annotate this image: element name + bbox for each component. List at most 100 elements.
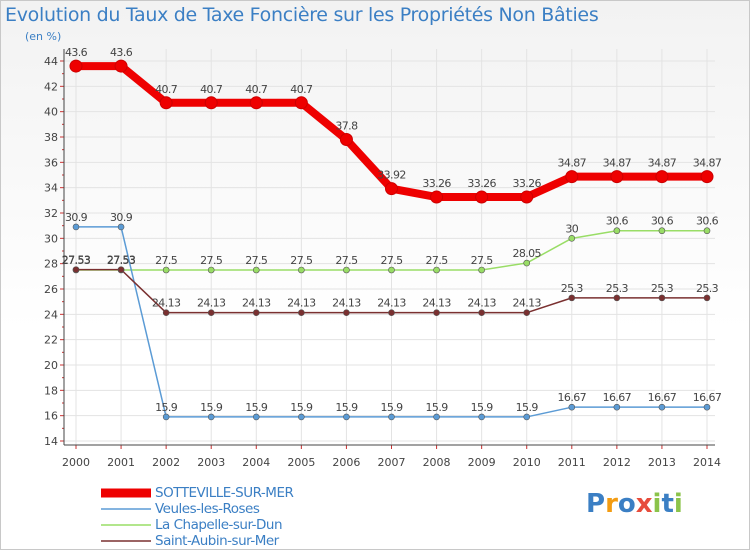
legend-label-veules: Veules-les-Roses <box>155 501 260 517</box>
x-tick-label: 2012 <box>603 456 631 469</box>
data-label: 30.6 <box>696 215 719 228</box>
data-label: 33.26 <box>512 177 541 190</box>
data-point <box>252 309 260 316</box>
x-tick-label: 2003 <box>197 456 225 469</box>
data-label: 34.87 <box>558 157 587 170</box>
y-tick-label: 18 <box>44 384 58 397</box>
y-tick-label: 42 <box>44 80 58 93</box>
data-label: 30.9 <box>65 211 88 224</box>
x-ticks: 2000 2001 2002 2003 2004 2005 2006 2007 2008 2009… <box>62 456 721 469</box>
data-point <box>207 413 215 421</box>
y-tick-label: 20 <box>44 359 58 372</box>
data-point <box>703 227 711 235</box>
y-tick-label: 40 <box>44 106 58 119</box>
x-tick-label: 2011 <box>558 456 586 469</box>
data-point <box>294 96 308 110</box>
data-point <box>568 403 576 411</box>
data-point <box>298 309 305 316</box>
legend-item-chapelle: La Chapelle-sur-Dun <box>101 517 293 533</box>
x-tick-label: 2006 <box>332 456 360 469</box>
y-axis-unit-label: (en %) <box>25 30 62 43</box>
data-label: 27.53 <box>62 254 91 267</box>
data-label: 25.3 <box>651 282 674 295</box>
data-label: 15.9 <box>426 401 449 414</box>
axes <box>60 49 715 449</box>
data-label: 16.67 <box>693 391 722 404</box>
data-point <box>343 309 350 316</box>
data-point <box>700 170 714 184</box>
data-label: 27.53 <box>107 254 136 267</box>
data-point <box>159 96 173 110</box>
data-label: 27.5 <box>290 254 313 267</box>
series-0: 43.6 43.6 40.7 40.7 40.7 40.7 37.8 33.92 33.26 33… <box>65 46 722 204</box>
legend-label-sotteville: SOTTEVILLE-SUR-MER <box>155 485 294 501</box>
x-tick-label: 2014 <box>693 456 721 469</box>
data-label: 37.8 <box>335 120 358 133</box>
data-label: 27.5 <box>380 254 403 267</box>
data-point <box>72 266 80 273</box>
data-label: 24.13 <box>197 297 226 310</box>
x-tick-label: 2000 <box>62 456 90 469</box>
data-label: 34.87 <box>693 157 722 170</box>
data-point <box>433 266 440 274</box>
data-label: 40.7 <box>155 83 178 96</box>
series-3: 27.53 27.53 24.13 24.13 24.13 24.13 24.13 24.13… <box>62 254 719 316</box>
data-point <box>433 413 440 421</box>
data-point <box>252 266 260 274</box>
data-label: 33.26 <box>422 177 451 190</box>
x-tick-label: 2010 <box>513 456 541 469</box>
data-point <box>343 413 350 421</box>
data-label: 16.67 <box>648 391 677 404</box>
data-point <box>655 170 669 184</box>
data-point <box>385 182 398 196</box>
x-tick-label: 2008 <box>423 456 451 469</box>
data-point <box>613 227 621 235</box>
data-label: 33.92 <box>377 169 406 182</box>
legend-item-sotteville: SOTTEVILLE-SUR-MER <box>101 485 294 501</box>
data-point <box>523 259 531 267</box>
data-point <box>117 266 125 273</box>
data-point <box>565 170 579 184</box>
y-tick-label: 34 <box>44 182 58 195</box>
data-point <box>658 294 666 302</box>
data-point <box>430 190 444 204</box>
data-point <box>613 403 621 411</box>
data-label: 24.13 <box>242 297 271 310</box>
legend-swatch-chapelle <box>101 524 151 526</box>
data-label: 16.67 <box>558 391 587 404</box>
data-label: 24.13 <box>332 297 361 310</box>
x-tick-label: 2007 <box>378 456 406 469</box>
legend-label-saint-aubin: Saint-Aubin-sur-Mer <box>155 533 279 549</box>
y-tick-label: 38 <box>44 131 58 144</box>
data-point <box>339 133 353 147</box>
data-label: 15.9 <box>245 401 268 414</box>
y-tick-label: 36 <box>44 156 58 169</box>
y-tick-label: 16 <box>44 410 58 423</box>
data-label: 24.13 <box>152 297 181 310</box>
x-tick-label: 2005 <box>287 456 315 469</box>
y-tick-label: 24 <box>44 308 58 321</box>
data-point <box>523 309 531 316</box>
legend-item-saint-aubin: Saint-Aubin-sur-Mer <box>101 533 293 549</box>
data-label: 15.9 <box>516 401 539 414</box>
x-tick-label: 2013 <box>648 456 676 469</box>
data-point <box>568 235 576 242</box>
data-label: 27.5 <box>245 254 268 267</box>
data-point <box>162 309 170 316</box>
data-point <box>478 413 485 421</box>
data-point <box>298 266 305 274</box>
data-label: 27.5 <box>471 254 494 267</box>
y-tick-label: 32 <box>44 207 58 220</box>
data-point <box>117 223 125 231</box>
data-point <box>249 96 263 110</box>
data-point <box>162 413 170 421</box>
data-label: 30.6 <box>606 215 629 228</box>
data-point <box>207 266 215 274</box>
data-label: 40.7 <box>245 83 268 96</box>
data-point <box>658 227 666 235</box>
data-label: 15.9 <box>290 401 313 414</box>
data-point <box>343 266 350 274</box>
data-label: 15.9 <box>155 401 178 414</box>
data-label: 27.5 <box>335 254 358 267</box>
